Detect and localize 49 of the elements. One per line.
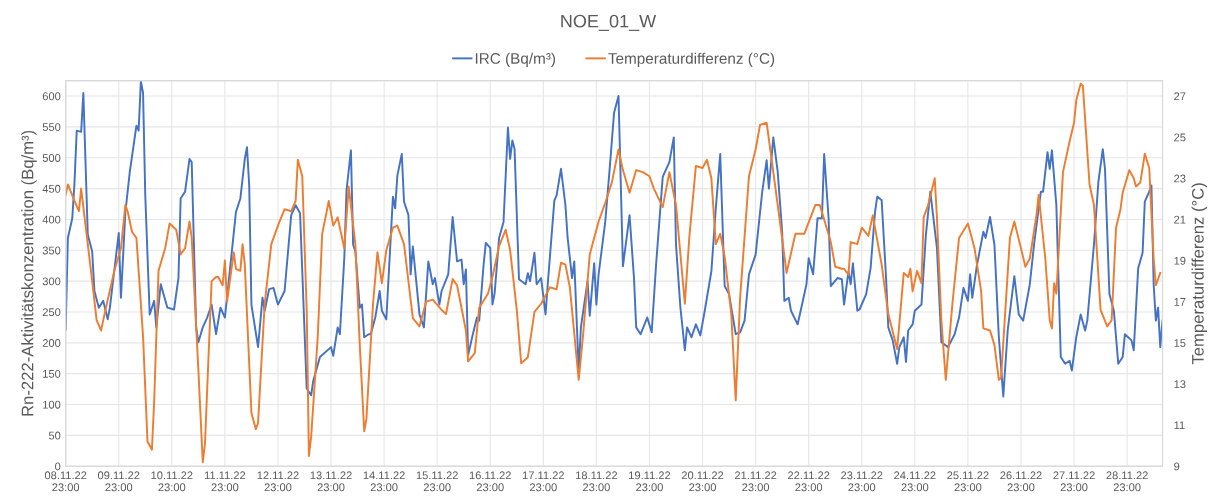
x-tick-label: 24.11.22 23:00 [894,471,936,492]
x-tick-label: 18.11.22 23:00 [576,471,618,492]
legend-label: IRC (Bq/m³) [475,52,556,67]
y-tick-label: 150 [43,369,61,378]
y-tick-label: 400 [42,215,61,224]
y2-tick-label: 17 [1174,298,1186,306]
x-tick-label: 16.11.22 23:00 [469,471,511,492]
y-tick-label: 600 [42,92,61,101]
y2-tick-label: 11 [1174,421,1185,430]
y2-tick-label: 15 [1174,339,1186,347]
x-tick-label: 27.11.22 23:00 [1053,471,1095,492]
y2-axis-title: Temperaturdifferenz (°C) [1191,183,1208,365]
x-tick-label: 23.11.22 23:00 [841,471,883,492]
y-tick-label: 450 [42,184,61,193]
y2-tick-label: 21 [1174,215,1186,224]
y2-tick-label: 9 [1174,462,1180,471]
x-tick-label: 25.11.22 23:00 [947,471,989,492]
x-tick-label: 14.11.22 23:00 [363,471,405,492]
y-tick-label: 50 [48,431,61,440]
y2-tick-label: 13 [1174,380,1186,389]
x-tick-label: 12.11.22 23:00 [257,471,299,492]
y2-tick-label: 23 [1174,174,1186,183]
x-tick-label: 17.11.22 23:00 [522,471,564,492]
x-tick-label: 09.11.22 23:00 [97,471,140,492]
y-tick-label: 100 [43,400,61,409]
x-tick-label: 26.11.22 23:00 [1000,471,1042,492]
legend-label: Temperaturdifferenz (°C) [608,52,775,67]
chart-title: NOE_01_W [561,14,657,31]
x-tick-label: 20.11.22 23:00 [681,471,724,492]
y-tick-label: 200 [42,339,61,347]
y2-tick-label: 27 [1174,92,1186,101]
x-tick-label: 15.11.22 23:00 [416,471,458,492]
y-tick-label: 350 [42,246,61,255]
x-tick-label: 22.11.22 23:00 [788,471,830,492]
y2-tick-label: 19 [1174,256,1186,265]
x-tick-label: 13.11.22 23:00 [310,471,352,492]
y-tick-label: 550 [42,123,61,132]
y-tick-label: 500 [42,154,61,162]
y-axis-title: Rn-222-Aktivitätskonzentration (Bq/m³) [21,130,37,416]
x-tick-label: 10.11.22 23:00 [151,471,193,492]
y2-tick-label: 25 [1174,133,1186,142]
y-tick-label: 250 [42,308,61,317]
y-tick-label: 0 [55,462,61,471]
x-tick-label: 21.11.22 23:00 [734,471,777,492]
x-tick-label: 08.11.22 23:00 [44,471,87,492]
y-tick-label: 300 [42,277,61,286]
x-tick-label: 19.11.22 23:00 [629,471,671,492]
x-tick-label: 28.11.22 23:00 [1106,471,1148,492]
x-tick-label: 11.11.22 23:00 [204,471,246,492]
